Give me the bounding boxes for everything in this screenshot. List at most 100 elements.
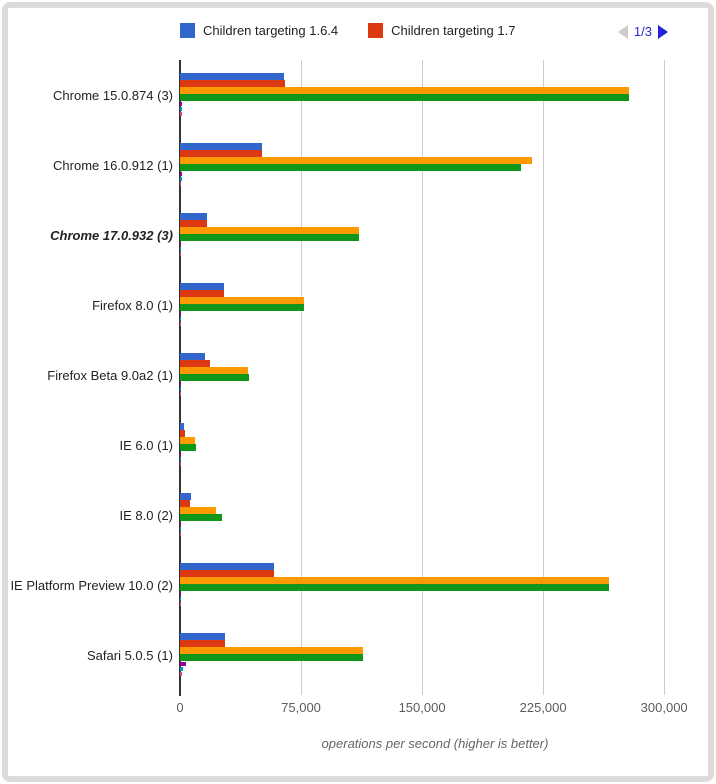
category-row: IE 8.0 (2) [8,480,690,550]
category-label: Firefox Beta 9.0a2 (1) [47,367,173,383]
category-row: Chrome 17.0.932 (3) [8,200,690,270]
bar[interactable] [180,597,182,601]
category-label: IE 6.0 (1) [119,437,173,453]
category-label: IE Platform Preview 10.0 (2) [10,577,173,593]
legend-item-2: Children targeting 1.7 [368,23,515,38]
bar[interactable] [180,360,211,367]
bar[interactable] [180,213,207,220]
bar-group [180,410,690,480]
bar[interactable] [180,577,610,584]
gridline [422,60,424,695]
bar[interactable] [180,297,304,304]
x-tick-label: 150,000 [398,700,446,715]
bar[interactable] [180,290,224,297]
bar[interactable] [180,592,182,596]
bar[interactable] [180,94,629,101]
bar-group [180,340,690,410]
bar[interactable] [180,182,182,186]
legend-label-1: Children targeting 1.6.4 [203,23,339,38]
bar[interactable] [180,374,250,381]
legend: Children targeting 1.6.4 Children target… [8,23,708,41]
legend-page-indicator: 1/3 [633,24,652,39]
legend-next-page-icon[interactable] [658,24,668,39]
bar[interactable] [180,667,184,671]
bar-group [180,550,690,620]
category-row: Safari 5.0.5 (1) [8,620,690,690]
bar[interactable] [180,353,206,360]
bar[interactable] [180,493,191,500]
x-tick-label: 225,000 [519,700,567,715]
bar-group [180,270,690,340]
bar[interactable] [180,80,285,87]
category-label: Chrome 15.0.874 (3) [53,87,173,103]
bar[interactable] [180,507,216,514]
bar-chart: Children targeting 1.6.4 Children target… [8,8,708,776]
bar-group [180,480,690,550]
category-row: IE Platform Preview 10.0 (2) [8,550,690,620]
legend-items: Children targeting 1.6.4 Children target… [180,23,515,38]
bar[interactable] [180,234,359,241]
bar[interactable] [180,87,630,94]
bar[interactable] [180,172,182,176]
category-label: Safari 5.0.5 (1) [87,647,173,663]
bar[interactable] [180,102,183,106]
bar[interactable] [180,437,196,444]
bar[interactable] [180,527,181,531]
bar[interactable] [180,444,196,451]
x-tick-label: 300,000 [640,700,688,715]
bar[interactable] [180,242,182,246]
bar[interactable] [180,157,532,164]
bar[interactable] [180,322,181,326]
category-row: Chrome 16.0.912 (1) [8,130,690,200]
bar[interactable] [180,112,182,116]
x-tick-label: 0 [176,700,184,715]
category-row: Firefox 8.0 (1) [8,270,690,340]
x-tick-label: 75,000 [281,700,321,715]
bar[interactable] [180,382,182,386]
bar[interactable] [180,672,182,676]
bar[interactable] [180,563,274,570]
bar[interactable] [180,647,363,654]
bar[interactable] [180,107,183,111]
legend-swatch-red-icon [368,23,384,38]
bar[interactable] [180,143,262,150]
bar[interactable] [180,500,190,507]
bar[interactable] [180,164,521,171]
bar-group [180,620,690,690]
category-label: Firefox 8.0 (1) [92,297,173,313]
gridline [301,60,303,695]
bar[interactable] [180,654,363,661]
category-row: Firefox Beta 9.0a2 (1) [8,340,690,410]
bar[interactable] [180,430,185,437]
bar[interactable] [180,177,182,181]
bar[interactable] [180,514,222,521]
x-axis-labels: 0 75,000 150,000 225,000 300,000 [176,700,690,716]
bar[interactable] [180,220,207,227]
bar[interactable] [180,252,181,256]
category-label: IE 8.0 (2) [119,507,173,523]
bar[interactable] [180,640,225,647]
legend-prev-page-icon [617,24,628,39]
bar[interactable] [180,247,182,251]
legend-item-1: Children targeting 1.6.4 [180,23,338,38]
category-row: Chrome 15.0.874 (3) [8,60,690,130]
bar[interactable] [180,150,262,157]
legend-pager: 1/3 [617,24,668,39]
bar[interactable] [180,584,610,591]
bar[interactable] [180,73,285,80]
legend-swatch-blue-icon [180,23,195,38]
category-label: Chrome 16.0.912 (1) [53,157,173,173]
x-axis-title: operations per second (higher is better) [321,736,549,751]
bar[interactable] [180,283,225,290]
gridline [543,60,545,695]
bar[interactable] [180,367,248,374]
bar-group [180,60,690,130]
bar[interactable] [180,633,226,640]
bar[interactable] [180,227,359,234]
bar[interactable] [180,570,274,577]
bar-group [180,130,690,200]
bar[interactable] [180,304,305,311]
bar[interactable] [180,387,182,391]
bar[interactable] [180,423,185,430]
bar[interactable] [180,662,186,666]
